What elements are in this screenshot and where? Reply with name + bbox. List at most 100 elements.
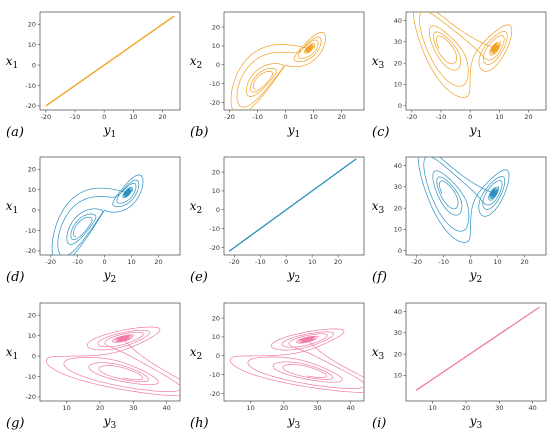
panel-d-ylabel: x1 [6,199,19,216]
panel-i: 10 20 30 40 10 20 30 40 x3 (i) [372,302,547,431]
y-tick-label: 10 [394,226,402,234]
x-tick-label: 30 [313,404,321,412]
x-tick-label: 10 [247,404,255,412]
y-tick-label: 20 [394,204,402,212]
x-tick-label: 40 [347,404,355,412]
panel-g-ylabel: x1 [6,345,19,362]
panel-i-label: (i) [372,416,386,431]
y-tick-label: 20 [212,168,220,176]
panel-f-xlabel: y2 [469,268,483,285]
panel-h-xlabel: y3 [287,414,301,431]
y-tick-label: 10 [394,81,402,89]
panel-d-label: (d) [6,270,24,285]
y-tick-label: -10 [25,227,36,235]
x-tick-label: 20 [462,404,470,412]
panel-c-xlabel: y1 [469,123,483,140]
y-tick-label: 0 [32,206,36,214]
panel-b-frame [223,11,365,111]
panel-e-label: (e) [190,270,208,285]
x-tick-label: -20 [41,113,52,121]
x-tick-label: 40 [529,404,537,412]
y-tick-label: 10 [28,41,36,49]
x-tick-label: 10 [493,258,501,266]
panel-c-label: (c) [372,125,389,140]
panel-h-ylabel: x2 [190,345,203,362]
panel-g-trace [45,326,180,397]
y-tick-label: -10 [209,80,220,88]
panel-h: 10 20 30 40 -20 -10 0 10 20 x2 (h) [190,302,365,431]
panel-e: -20 -10 0 10 20 -20 -10 0 10 20 x2 (e) [190,156,365,285]
panel-d: -20 -10 0 10 20 -20 -10 0 10 20 x1 (d) [6,156,181,285]
y-tick-label: 0 [216,206,220,214]
panel-c-trace [412,12,513,98]
panel-i-ylabel: x3 [372,345,385,362]
panel-f-ylabel: x3 [372,199,385,216]
y-tick-label: 20 [28,21,36,29]
x-tick-label: -20 [411,258,422,266]
x-tick-label: -10 [70,113,81,121]
panel-f-label: (f) [372,270,387,285]
x-tick-label: -10 [72,258,83,266]
y-tick-label: 30 [394,38,402,46]
y-tick-label: -10 [25,82,36,90]
x-tick-label: 10 [63,404,71,412]
x-tick-label: 20 [280,404,288,412]
x-tick-label: -20 [224,113,235,121]
panel-g-xlabel: y3 [103,414,117,431]
panel-b: -20 -10 0 10 20 -20 -10 0 10 20 x2 (b) [190,11,365,140]
panel-a-label: (a) [6,125,24,140]
panel-b-trace [230,31,326,110]
panel-g: 10 20 30 40 -20 -10 0 10 20 x1 (g) [6,302,181,431]
panel-h-trace [229,328,364,393]
x-tick-label: 0 [469,258,473,266]
panel-e-trace [228,158,357,252]
y-tick-label: -10 [209,371,220,379]
panel-b-label: (b) [190,125,208,140]
x-tick-label: -20 [45,258,56,266]
y-tick-label: 20 [28,312,36,320]
y-tick-label: 0 [398,247,402,255]
x-tick-label: -10 [438,258,449,266]
y-tick-label: -10 [209,225,220,233]
y-tick-label: 10 [212,187,220,195]
panel-i-xlabel: y3 [469,414,483,431]
y-tick-label: 0 [216,352,220,360]
panel-h-label: (h) [190,416,209,431]
y-tick-label: 0 [32,61,36,69]
y-tick-label: 10 [394,372,402,380]
y-tick-label: 40 [394,162,402,170]
panel-b-ylabel: x2 [190,54,203,71]
y-tick-label: -10 [25,373,36,381]
y-tick-label: 0 [32,352,36,360]
panel-f-trace [417,157,510,243]
x-tick-label: 0 [284,258,288,266]
panel-a-trace [45,15,175,107]
y-tick-label: 20 [212,23,220,31]
y-tick-label: -20 [209,244,220,252]
x-tick-label: 10 [429,404,437,412]
panel-a-frame [39,11,181,111]
x-tick-label: 20 [154,258,162,266]
panel-c: -20 -10 0 10 20 0 10 20 30 40 x3 (c) [372,11,547,140]
x-tick-label: 40 [163,404,171,412]
x-tick-label: 20 [334,258,342,266]
y-tick-label: 0 [398,102,402,110]
x-tick-label: 30 [495,404,503,412]
panel-f-frame [405,156,547,256]
y-tick-label: 0 [216,61,220,69]
panel-d-trace [51,174,144,255]
x-tick-label: 10 [129,113,137,121]
x-tick-label: 20 [337,113,345,121]
y-tick-label: 30 [394,183,402,191]
y-tick-label: -20 [25,102,36,110]
y-tick-label: 20 [394,59,402,67]
y-tick-label: -20 [209,390,220,398]
panel-c-ylabel: x3 [372,54,385,71]
panel-b-xlabel: y1 [287,123,301,140]
x-tick-label: 30 [129,404,137,412]
y-tick-label: -20 [25,393,36,401]
y-tick-label: -20 [25,247,36,255]
panel-g-frame [39,302,181,402]
panel-f: -20 -10 0 10 20 0 10 20 30 40 x3 (f) [372,156,547,285]
